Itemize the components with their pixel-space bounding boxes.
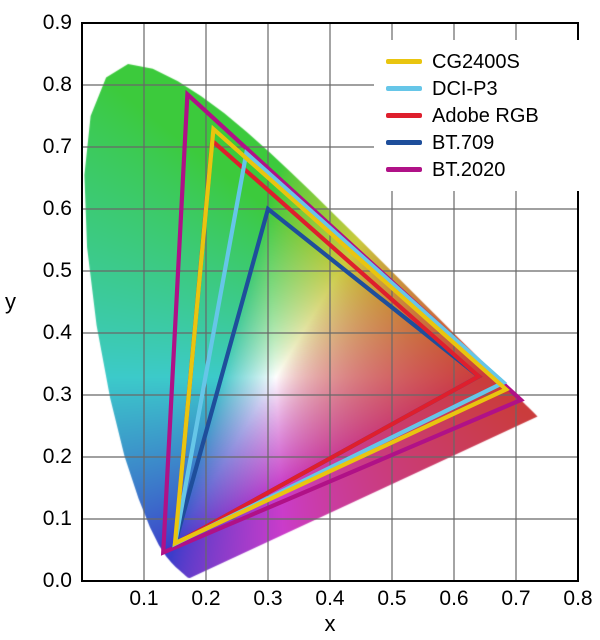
- legend-label: Adobe RGB: [432, 104, 539, 127]
- x-axis-label: x: [324, 611, 336, 636]
- legend-color-swatch: [386, 113, 422, 118]
- y-tick-label: 0.1: [42, 507, 72, 530]
- x-tick-label: 0.1: [129, 587, 159, 610]
- legend-color-swatch: [386, 167, 422, 172]
- x-tick-label: 0.6: [439, 587, 469, 610]
- y-tick-label: 0.7: [42, 135, 72, 158]
- legend-color-swatch: [386, 140, 422, 145]
- legend-item: CG2400S: [386, 48, 580, 75]
- y-tick-label: 0.0: [42, 569, 72, 592]
- x-tick-label: 0.2: [191, 587, 221, 610]
- y-tick-label: 0.5: [42, 259, 72, 282]
- legend-item: Adobe RGB: [386, 102, 580, 129]
- legend-label: CG2400S: [432, 50, 520, 73]
- y-tick-label: 0.6: [42, 197, 72, 220]
- legend: CG2400S DCI-P3 Adobe RGB BT.709 BT.2020: [374, 40, 580, 191]
- x-tick-label: 0.8: [563, 587, 593, 610]
- x-tick-label: 0.7: [501, 587, 531, 610]
- x-tick-label: 0.5: [377, 587, 407, 610]
- legend-item: BT.709: [386, 129, 580, 156]
- legend-label: BT.709: [432, 131, 495, 154]
- x-tick-label: 0.4: [315, 587, 345, 610]
- y-tick-label: 0.3: [42, 383, 72, 406]
- legend-item: DCI-P3: [386, 75, 580, 102]
- y-axis-label: y: [5, 289, 16, 314]
- legend-color-swatch: [386, 86, 422, 91]
- y-tick-label: 0.9: [42, 11, 72, 34]
- y-tick-label: 0.4: [42, 321, 72, 344]
- legend-label: DCI-P3: [432, 77, 498, 100]
- legend-label: BT.2020: [432, 158, 506, 181]
- legend-color-swatch: [386, 59, 422, 64]
- legend-item: BT.2020: [386, 156, 580, 183]
- y-tick-label: 0.2: [42, 445, 72, 468]
- y-tick-label: 0.8: [42, 73, 72, 96]
- x-tick-label: 0.3: [253, 587, 283, 610]
